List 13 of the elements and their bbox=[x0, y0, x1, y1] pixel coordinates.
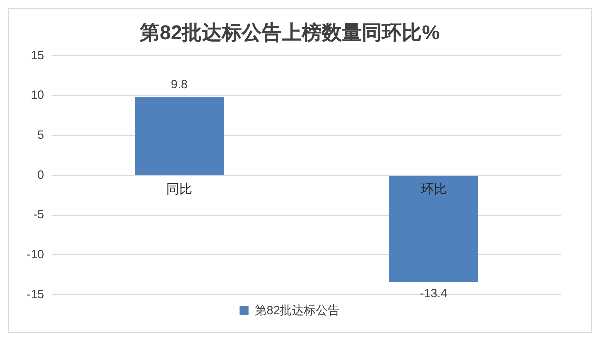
data-label: 9.8 bbox=[171, 78, 188, 92]
y-tick-label: 10 bbox=[30, 88, 45, 102]
data-label: -13.4 bbox=[420, 286, 448, 301]
y-tick-label: 15 bbox=[30, 48, 45, 62]
y-tick-label: -15 bbox=[27, 287, 45, 302]
legend-label: 第82批达标公告 bbox=[254, 303, 340, 318]
chart-title: 第82批达标公告上榜数量同环比% bbox=[138, 22, 440, 45]
x-tick-label: 环比 bbox=[420, 182, 447, 197]
y-tick-label: 5 bbox=[38, 128, 45, 142]
y-tick-label: 0 bbox=[38, 168, 45, 182]
x-tick-label: 同比 bbox=[166, 182, 193, 197]
y-tick-label: -10 bbox=[27, 247, 45, 262]
y-tick-label: -5 bbox=[34, 208, 45, 222]
